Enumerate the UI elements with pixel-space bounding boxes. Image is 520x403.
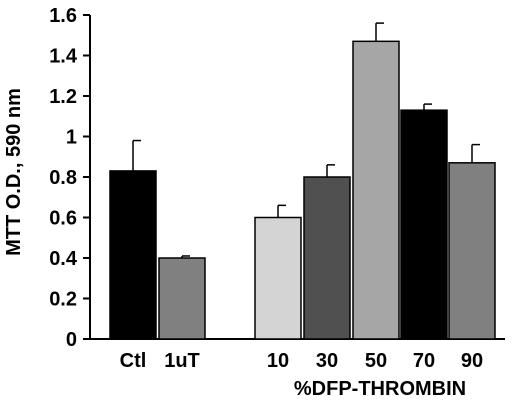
x-tick-label: 70 xyxy=(413,350,435,372)
x-tick-label: 50 xyxy=(365,350,387,372)
x-tick-label: 1uT xyxy=(164,350,200,372)
bar-90 xyxy=(448,162,496,340)
bar-Ctl xyxy=(109,170,157,340)
x-tick-labels: Ctl 1uT 10 30 50 70 90 xyxy=(120,350,483,372)
y-tick-label: 1.4 xyxy=(49,46,78,68)
y-tick-label: 0.4 xyxy=(49,248,78,270)
bars-group xyxy=(109,22,496,340)
y-tick-label: 0 xyxy=(66,329,77,351)
x-tick-label: Ctl xyxy=(120,350,147,372)
y-tick-label: 0.6 xyxy=(49,208,77,230)
y-tick-label: 1 xyxy=(66,127,77,149)
bar-70 xyxy=(400,109,448,340)
x-tick-label: 30 xyxy=(316,350,338,372)
y-tick-label: 0.2 xyxy=(49,289,77,311)
x-axis-label: %DFP-THROMBIN xyxy=(294,378,466,400)
y-axis: 0 0.2 0.4 0.6 0.8 1 1.2 1.4 1.6 xyxy=(49,5,505,351)
bar-50 xyxy=(352,40,400,340)
y-tick-label: 1.6 xyxy=(49,5,77,27)
x-tick-label: 90 xyxy=(461,350,483,372)
bar-10 xyxy=(254,216,302,340)
bar-1uT xyxy=(158,257,206,340)
bar-30 xyxy=(303,176,351,340)
x-tick-label: 10 xyxy=(267,350,289,372)
y-tick-label: 1.2 xyxy=(49,86,77,108)
y-axis-label: MTT O.D., 590 nm xyxy=(3,88,25,256)
y-tick-label: 0.8 xyxy=(49,167,77,189)
